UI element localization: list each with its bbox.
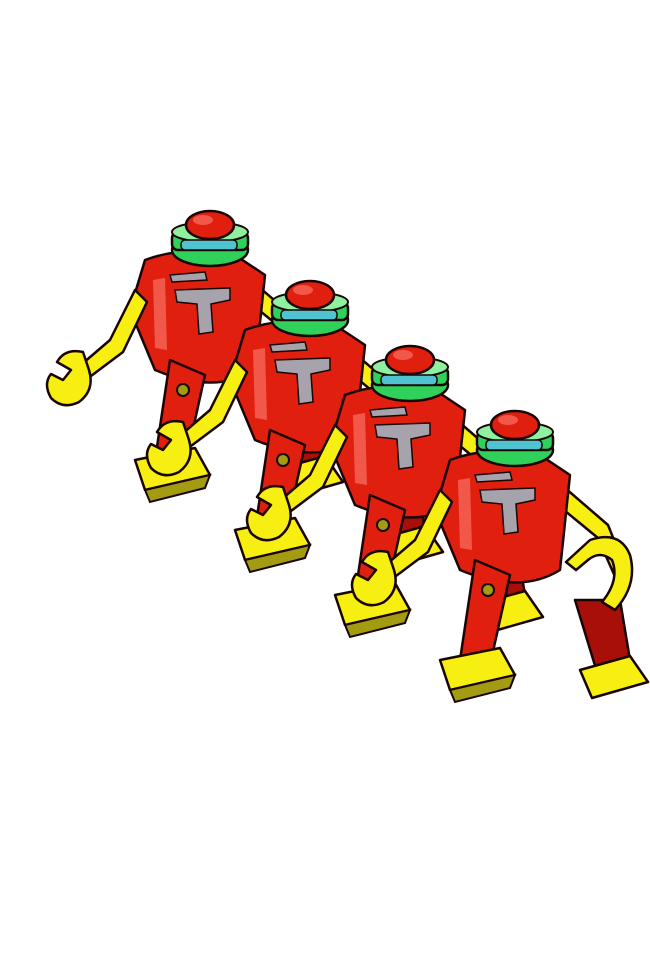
- claw-hand-icon: [564, 535, 634, 612]
- robot-4: [350, 409, 650, 704]
